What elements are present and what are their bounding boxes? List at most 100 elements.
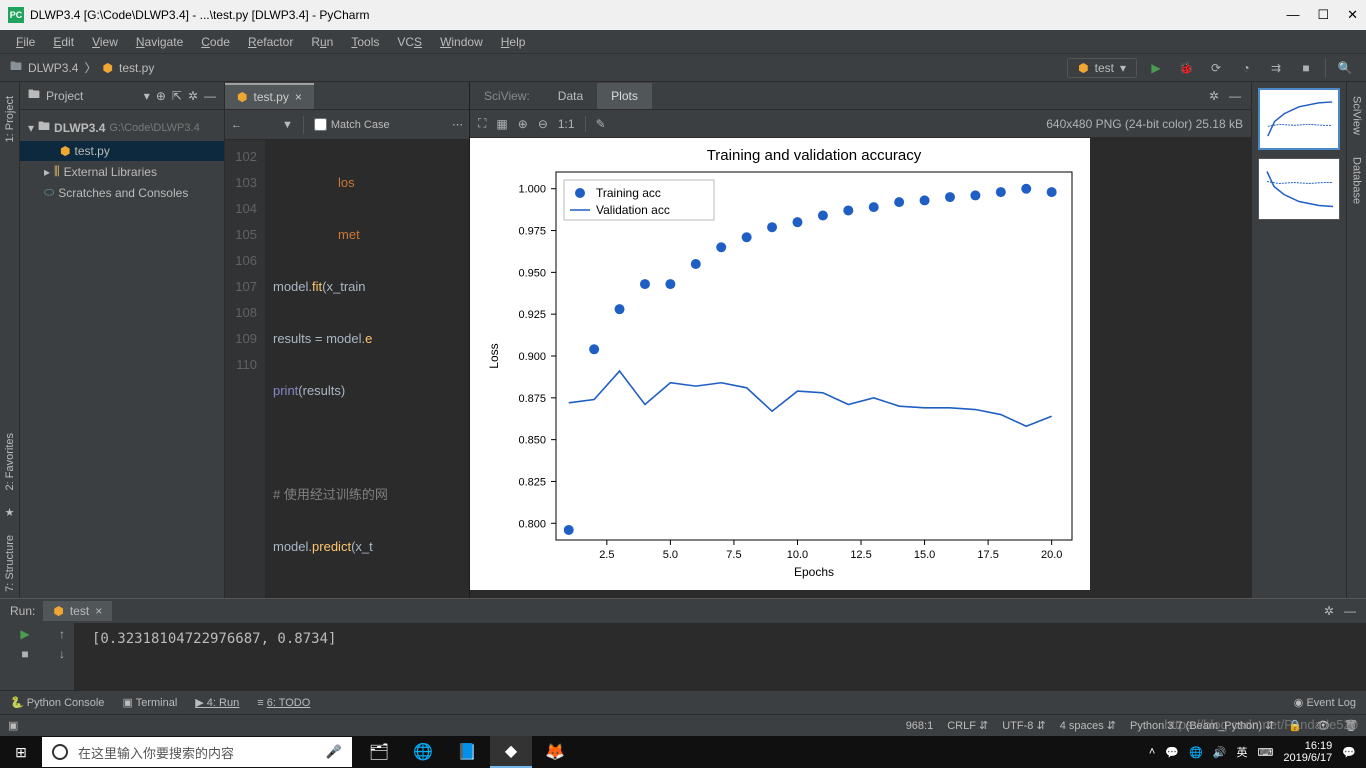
menu-window[interactable]: Window <box>432 33 491 51</box>
tab-terminal[interactable]: ▣ Terminal <box>122 696 177 709</box>
editor-tab-testpy[interactable]: ⬢ test.py × <box>225 83 314 109</box>
run-output[interactable]: [0.32318104722976687, 0.8734] <box>74 623 1366 690</box>
select-opened-button[interactable]: ⊕ <box>156 89 166 103</box>
run-configuration-selector[interactable]: ⬢ test ▾ <box>1067 58 1137 78</box>
menu-edit[interactable]: Edit <box>45 33 82 51</box>
debug-button[interactable]: 🐞 <box>1175 57 1197 79</box>
app-chrome[interactable]: 🌐 <box>402 736 444 768</box>
match-case-checkbox[interactable]: Match Case <box>314 118 390 131</box>
edit-icon[interactable]: ✎ <box>596 117 606 131</box>
menu-run[interactable]: Run <box>303 33 341 51</box>
tab-todo[interactable]: ≡ 6: TODO <box>257 697 310 709</box>
stop-button[interactable]: ■ <box>21 647 28 661</box>
tray-chevron[interactable]: ˄ <box>1149 746 1155 758</box>
settings-icon[interactable]: ✲ <box>1324 604 1334 618</box>
app-explorer[interactable]: 🗂 <box>358 736 400 768</box>
tray-input-icon[interactable]: ⌨ <box>1257 746 1273 759</box>
zoom-out-icon[interactable]: ⊖ <box>538 117 548 131</box>
event-log-button[interactable]: ◉ Event Log <box>1294 696 1356 709</box>
breadcrumb-project[interactable]: DLWP3.4 <box>28 61 78 75</box>
close-icon[interactable]: × <box>95 604 102 618</box>
collapse-button[interactable]: ⇱ <box>172 89 182 103</box>
thumbnail-2[interactable] <box>1258 158 1340 220</box>
line-separator[interactable]: CRLF ⇵ <box>947 719 988 732</box>
back-icon[interactable]: ← <box>231 119 242 131</box>
more-icon[interactable]: ⋯ <box>452 118 463 131</box>
up-icon[interactable]: ↑ <box>59 627 65 641</box>
tree-external-libraries[interactable]: ▸ ⫼ External Libraries <box>20 161 224 182</box>
stop-button[interactable]: ■ <box>1295 57 1317 79</box>
code-editor[interactable]: 102 103 104 105 106 107 108 109 110 los … <box>225 140 469 598</box>
tool-tab-structure[interactable]: 7: Structure <box>2 529 18 598</box>
hide-button[interactable]: — <box>1344 604 1356 618</box>
svg-text:Validation acc: Validation acc <box>596 203 670 217</box>
menu-vcs[interactable]: VCS <box>389 33 430 51</box>
app-pycharm[interactable]: ◆ <box>490 736 532 768</box>
app-word[interactable]: 📘 <box>446 736 488 768</box>
menu-navigate[interactable]: Navigate <box>128 33 191 51</box>
run-panel-header: Run: ⬢ test × ✲ — <box>0 599 1366 623</box>
menu-tools[interactable]: Tools <box>343 33 387 51</box>
hide-button[interactable]: — <box>204 89 216 103</box>
menu-help[interactable]: Help <box>493 33 534 51</box>
trash-icon[interactable]: 🗑 <box>1344 719 1358 732</box>
line-number: 109 <box>225 326 257 352</box>
tray-notifications-icon[interactable]: 💬 <box>1342 746 1356 759</box>
run-tab[interactable]: ⬢ test × <box>43 601 112 621</box>
menu-code[interactable]: Code <box>193 33 238 51</box>
run-coverage-button[interactable]: ⟳ <box>1205 57 1227 79</box>
tray-network-icon[interactable]: 🌐 <box>1189 746 1203 759</box>
tray-volume-icon[interactable]: 🔊 <box>1213 746 1227 759</box>
inspect-icon[interactable]: 👁 <box>1316 719 1330 732</box>
profile-button[interactable]: ◔ <box>1235 57 1257 79</box>
menu-file[interactable]: File <box>8 33 43 51</box>
grid-icon[interactable]: ▦ <box>496 117 507 131</box>
tree-file[interactable]: ⬢ test.py <box>20 141 224 161</box>
tool-tab-sciview[interactable]: SciView <box>1349 90 1365 141</box>
editor-gutter: 102 103 104 105 106 107 108 109 110 <box>225 140 265 598</box>
sciview-tab-plots[interactable]: Plots <box>597 83 652 109</box>
file-encoding[interactable]: UTF-8 ⇵ <box>1002 719 1045 732</box>
down-icon[interactable]: ↓ <box>59 647 65 661</box>
filter-icon[interactable]: ▼ <box>282 119 293 131</box>
svg-text:0.800: 0.800 <box>518 518 546 530</box>
menu-view[interactable]: View <box>84 33 126 51</box>
close-button[interactable]: ✕ <box>1347 7 1358 23</box>
thumbnail-1[interactable] <box>1258 88 1340 150</box>
tree-scratches[interactable]: ⬭ Scratches and Consoles <box>20 182 224 203</box>
taskbar-search[interactable]: 在这里输入你要搜索的内容 🎤 <box>42 737 352 767</box>
code-text: # 使用经过训练的网 <box>273 487 388 502</box>
settings-icon[interactable]: ✲ <box>1209 89 1219 103</box>
tree-root[interactable]: ▾ 🖿 DLWP3.4 G:\Code\DLWP3.4 <box>20 114 224 141</box>
run-button[interactable]: ▶ <box>1145 57 1167 79</box>
search-everywhere-button[interactable]: 🔍 <box>1334 57 1356 79</box>
interpreter[interactable]: Python 3.7 (Beam_Python) ⇵ <box>1130 719 1274 732</box>
rerun-button[interactable]: ▶ <box>20 627 29 641</box>
tab-run[interactable]: ▶ 4: Run <box>195 696 239 709</box>
attach-button[interactable]: ⇉ <box>1265 57 1287 79</box>
close-tab-icon[interactable]: × <box>295 90 302 104</box>
dropdown-icon[interactable]: ▾ <box>144 89 150 103</box>
maximize-button[interactable]: ☐ <box>1317 7 1329 23</box>
indent-setting[interactable]: 4 spaces ⇵ <box>1060 719 1116 732</box>
lock-icon[interactable]: 🔒 <box>1288 719 1302 732</box>
tray-wechat-icon[interactable]: 💬 <box>1165 746 1179 759</box>
hide-button[interactable]: — <box>1229 89 1241 103</box>
minimize-button[interactable]: — <box>1286 7 1299 23</box>
breadcrumb-file[interactable]: test.py <box>119 61 154 75</box>
settings-icon[interactable]: ✲ <box>188 89 198 103</box>
mic-icon[interactable]: 🎤 <box>326 744 342 760</box>
tray-ime-icon[interactable]: 英 <box>1236 744 1247 760</box>
fit-icon[interactable]: ⛶ <box>478 116 486 131</box>
app-other[interactable]: 🦊 <box>534 736 576 768</box>
tool-tab-database[interactable]: Database <box>1349 151 1365 210</box>
sciview-tab-data[interactable]: Data <box>544 83 597 109</box>
start-button[interactable]: ⊞ <box>0 744 42 761</box>
tray-clock[interactable]: 16:19 2019/6/17 <box>1283 740 1332 764</box>
tool-tab-favorites[interactable]: 2: Favorites <box>2 427 18 496</box>
menu-refactor[interactable]: Refactor <box>240 33 301 51</box>
status-icon[interactable]: ▣ <box>8 719 18 732</box>
tab-python-console[interactable]: 🐍 Python Console <box>10 696 104 709</box>
zoom-in-icon[interactable]: ⊕ <box>518 117 528 131</box>
tool-tab-project[interactable]: 1: Project <box>2 90 18 148</box>
